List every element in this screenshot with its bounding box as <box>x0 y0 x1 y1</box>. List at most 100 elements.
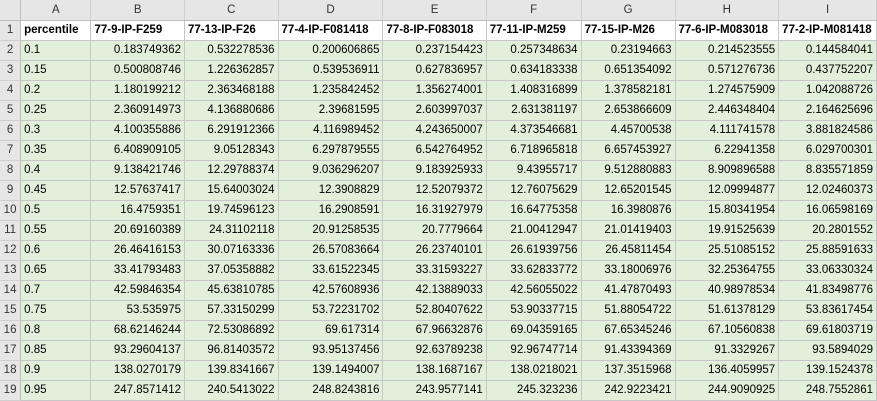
data-cell[interactable]: 69.61803719 <box>778 320 877 341</box>
data-cell[interactable]: 245.323236 <box>486 380 582 401</box>
data-cell[interactable]: 41.47870493 <box>581 280 676 301</box>
data-cell[interactable]: 0.237154423 <box>382 40 487 61</box>
data-cell[interactable]: 0.183749362 <box>90 40 185 61</box>
data-cell[interactable]: 2.39681595 <box>278 100 384 121</box>
data-cell[interactable]: 12.02460373 <box>778 180 877 201</box>
data-cell[interactable]: 26.45811454 <box>581 240 676 261</box>
data-cell[interactable]: 93.29604137 <box>90 340 185 361</box>
data-cell[interactable]: 0.200606865 <box>278 40 384 61</box>
data-cell[interactable]: 92.96747714 <box>486 340 582 361</box>
header-cell[interactable]: 77-13-IP-F26 <box>184 20 279 41</box>
data-cell[interactable]: 26.57083664 <box>278 240 384 261</box>
data-cell[interactable]: 0.3 <box>20 120 92 141</box>
data-cell[interactable]: 0.75 <box>20 300 92 321</box>
data-cell[interactable]: 69.04359165 <box>486 320 582 341</box>
data-cell[interactable]: 4.111741578 <box>675 120 780 141</box>
column-header-d[interactable]: D <box>278 0 384 21</box>
data-cell[interactable]: 19.74596123 <box>184 200 279 221</box>
data-cell[interactable]: 20.2801552 <box>778 220 877 241</box>
data-cell[interactable]: 16.4759351 <box>90 200 185 221</box>
data-cell[interactable]: 21.01419403 <box>581 220 676 241</box>
data-cell[interactable]: 24.31102118 <box>184 220 279 241</box>
data-cell[interactable]: 93.95137456 <box>278 340 384 361</box>
data-cell[interactable]: 51.88054722 <box>581 300 676 321</box>
data-cell[interactable]: 16.06598169 <box>778 200 877 221</box>
data-cell[interactable]: 52.80407622 <box>382 300 487 321</box>
data-cell[interactable]: 247.8571412 <box>90 380 185 401</box>
data-cell[interactable]: 0.500808746 <box>90 60 185 81</box>
data-cell[interactable]: 1.226362857 <box>184 60 279 81</box>
data-cell[interactable]: 30.07163336 <box>184 240 279 261</box>
column-header-c[interactable]: C <box>184 0 279 21</box>
data-cell[interactable]: 9.05128343 <box>184 140 279 161</box>
data-cell[interactable]: 2.631381197 <box>486 100 582 121</box>
data-cell[interactable]: 68.62146244 <box>90 320 185 341</box>
column-header-h[interactable]: H <box>675 0 780 21</box>
data-cell[interactable]: 20.7779664 <box>382 220 487 241</box>
data-cell[interactable]: 15.64003024 <box>184 180 279 201</box>
data-cell[interactable]: 67.10560838 <box>675 320 780 341</box>
data-cell[interactable]: 41.83498776 <box>778 280 877 301</box>
data-cell[interactable]: 244.9090925 <box>675 380 780 401</box>
data-cell[interactable]: 72.53086892 <box>184 320 279 341</box>
data-cell[interactable]: 0.571276736 <box>675 60 780 81</box>
data-cell[interactable]: 2.164625696 <box>778 100 877 121</box>
data-cell[interactable]: 69.617314 <box>278 320 384 341</box>
data-cell[interactable]: 19.91525639 <box>675 220 780 241</box>
data-cell[interactable]: 25.88591633 <box>778 240 877 261</box>
data-cell[interactable]: 139.1524378 <box>778 360 877 381</box>
data-cell[interactable]: 9.512880883 <box>581 160 676 181</box>
data-cell[interactable]: 42.57608936 <box>278 280 384 301</box>
data-cell[interactable]: 0.25 <box>20 100 92 121</box>
data-cell[interactable]: 15.80341954 <box>675 200 780 221</box>
row-header-4[interactable]: 4 <box>0 80 22 101</box>
header-cell[interactable]: 77-4-IP-F081418 <box>278 20 384 41</box>
data-cell[interactable]: 137.3515968 <box>581 360 676 381</box>
data-cell[interactable]: 4.243650007 <box>382 120 487 141</box>
data-cell[interactable]: 6.542764952 <box>382 140 487 161</box>
data-cell[interactable]: 67.65345246 <box>581 320 676 341</box>
data-cell[interactable]: 1.408316899 <box>486 80 582 101</box>
data-cell[interactable]: 20.69160389 <box>90 220 185 241</box>
row-header-19[interactable]: 19 <box>0 380 22 401</box>
data-cell[interactable]: 12.3908829 <box>278 180 384 201</box>
data-cell[interactable]: 136.4059957 <box>675 360 780 381</box>
data-cell[interactable]: 1.180199212 <box>90 80 185 101</box>
row-header-7[interactable]: 7 <box>0 140 22 161</box>
data-cell[interactable]: 0.4 <box>20 160 92 181</box>
data-cell[interactable]: 0.8 <box>20 320 92 341</box>
data-cell[interactable]: 53.72231702 <box>278 300 384 321</box>
header-cell[interactable]: 77-11-IP-M259 <box>486 20 582 41</box>
data-cell[interactable]: 26.46416153 <box>90 240 185 261</box>
data-cell[interactable]: 4.100355886 <box>90 120 185 141</box>
data-cell[interactable]: 2.446348404 <box>675 100 780 121</box>
data-cell[interactable]: 33.06330324 <box>778 260 877 281</box>
column-header-a[interactable]: A <box>20 0 92 21</box>
data-cell[interactable]: 243.9577141 <box>382 380 487 401</box>
data-cell[interactable]: 2.363468188 <box>184 80 279 101</box>
data-cell[interactable]: 9.43955717 <box>486 160 582 181</box>
data-cell[interactable]: 0.634183338 <box>486 60 582 81</box>
row-header-11[interactable]: 11 <box>0 220 22 241</box>
row-header-8[interactable]: 8 <box>0 160 22 181</box>
data-cell[interactable]: 1.042088726 <box>778 80 877 101</box>
data-cell[interactable]: 0.214523555 <box>675 40 780 61</box>
data-cell[interactable]: 4.45700538 <box>581 120 676 141</box>
data-cell[interactable]: 67.96632876 <box>382 320 487 341</box>
data-cell[interactable]: 0.1 <box>20 40 92 61</box>
data-cell[interactable]: 40.98978534 <box>675 280 780 301</box>
data-cell[interactable]: 33.31593227 <box>382 260 487 281</box>
data-cell[interactable]: 0.6 <box>20 240 92 261</box>
data-cell[interactable]: 16.2908591 <box>278 200 384 221</box>
data-cell[interactable]: 0.627836957 <box>382 60 487 81</box>
data-cell[interactable]: 0.5 <box>20 200 92 221</box>
data-cell[interactable]: 138.0218021 <box>486 360 582 381</box>
data-cell[interactable]: 33.41793483 <box>90 260 185 281</box>
data-cell[interactable]: 42.59846354 <box>90 280 185 301</box>
header-cell[interactable]: 77-8-IP-F083018 <box>382 20 487 41</box>
data-cell[interactable]: 26.61939756 <box>486 240 582 261</box>
data-cell[interactable]: 0.45 <box>20 180 92 201</box>
data-cell[interactable]: 33.61522345 <box>278 260 384 281</box>
data-cell[interactable]: 6.029700301 <box>778 140 877 161</box>
data-cell[interactable]: 16.3980876 <box>581 200 676 221</box>
